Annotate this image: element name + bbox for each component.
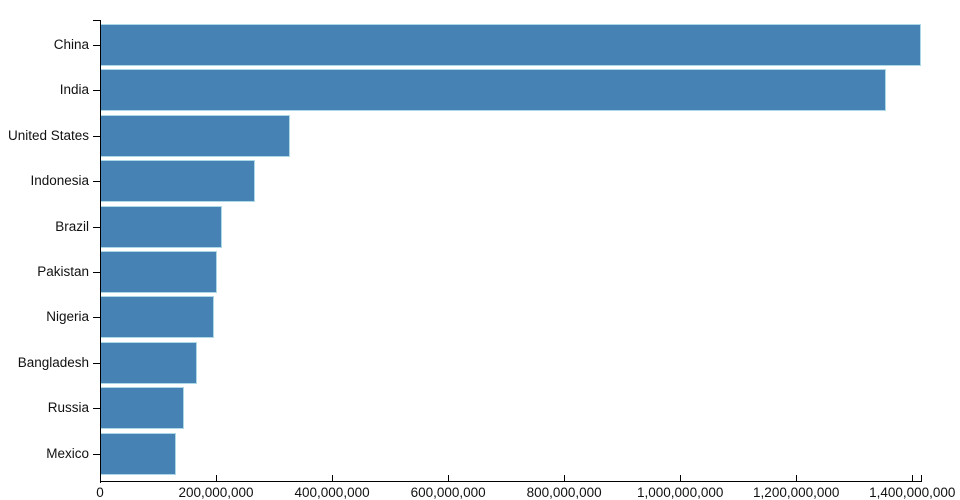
x-axis-tick	[912, 475, 914, 481]
x-axis-tick-label: 1,400,000,000	[869, 485, 956, 500]
x-axis-tick-label: 1,000,000,000	[637, 485, 724, 500]
y-axis-tick	[93, 453, 100, 455]
y-axis-label: Mexico	[46, 445, 89, 461]
bar-united-states	[100, 114, 290, 157]
x-axis-tick-label: 200,000,000	[178, 485, 254, 500]
bar-indonesia	[100, 160, 255, 203]
y-axis-label: Nigeria	[46, 309, 89, 325]
x-axis-tick	[332, 475, 334, 481]
y-axis-tick	[93, 90, 100, 92]
y-axis-label: Bangladesh	[17, 354, 89, 370]
bar-india	[100, 69, 886, 112]
bar-bangladesh	[100, 341, 197, 384]
y-axis-tick	[93, 135, 100, 137]
y-axis-label: United States	[7, 127, 89, 143]
y-axis-label: India	[59, 82, 89, 98]
bar-mexico	[100, 432, 176, 475]
y-axis-tick	[93, 362, 100, 364]
y-axis-line	[100, 20, 101, 483]
x-axis-tick-label: 600,000,000	[410, 485, 486, 500]
x-axis-tick	[564, 475, 566, 481]
x-axis-tick-label: 400,000,000	[294, 485, 370, 500]
x-axis-line	[100, 481, 922, 482]
y-axis-outer-tick	[93, 20, 100, 21]
y-axis-tick	[93, 272, 100, 273]
x-axis-tick-label: 800,000,000	[526, 485, 602, 500]
x-axis-tick	[216, 475, 218, 481]
y-axis-label: Russia	[47, 400, 89, 416]
x-axis-tick-label: 1,200,000,000	[753, 485, 840, 500]
y-axis-tick	[93, 317, 100, 319]
x-axis-tick	[796, 475, 798, 481]
bar-russia	[100, 387, 184, 430]
bar-china	[100, 24, 921, 66]
y-axis-tick	[93, 408, 100, 410]
y-axis-label: China	[53, 37, 89, 52]
x-axis-tick	[100, 475, 101, 481]
y-axis-label: Pakistan	[37, 264, 89, 279]
x-axis-outer-tick	[921, 475, 922, 481]
y-axis-label: Indonesia	[30, 173, 89, 189]
x-axis-tick	[448, 475, 450, 481]
bar-brazil	[100, 205, 223, 248]
bar-nigeria	[100, 296, 214, 339]
x-axis-tick-label: 0	[96, 485, 104, 500]
y-axis-label: Brazil	[55, 218, 89, 234]
bar-pakistan	[100, 251, 217, 293]
y-axis-tick	[93, 45, 100, 46]
y-axis-tick	[93, 181, 100, 183]
y-axis-tick	[93, 226, 100, 228]
x-axis-tick	[680, 475, 682, 481]
